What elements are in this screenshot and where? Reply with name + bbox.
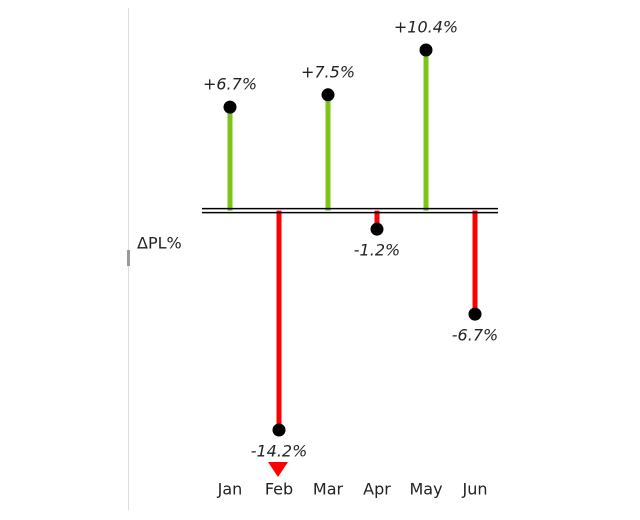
dot xyxy=(370,222,384,236)
dot xyxy=(321,88,335,102)
x-tick-label: May xyxy=(409,480,442,499)
x-tick-label: Mar xyxy=(313,480,344,499)
dot xyxy=(272,423,286,437)
value-label: -1.2% xyxy=(354,241,400,260)
x-tick-label: Jan xyxy=(217,480,243,499)
x-tick-label: Feb xyxy=(265,480,293,499)
axis-label: ΔPL% xyxy=(137,234,182,253)
value-label: +7.5% xyxy=(301,62,355,81)
dot xyxy=(223,100,237,114)
value-label: +6.7% xyxy=(203,75,257,94)
value-label: -14.2% xyxy=(251,442,308,461)
outlier-marker xyxy=(268,462,288,477)
value-label: +10.4% xyxy=(394,18,458,37)
resize-handle xyxy=(127,250,130,266)
dot xyxy=(468,307,482,321)
x-tick-label: Apr xyxy=(363,480,391,499)
x-tick-label: Jun xyxy=(462,480,488,499)
value-label: -6.7% xyxy=(452,326,498,345)
dot xyxy=(419,43,433,57)
